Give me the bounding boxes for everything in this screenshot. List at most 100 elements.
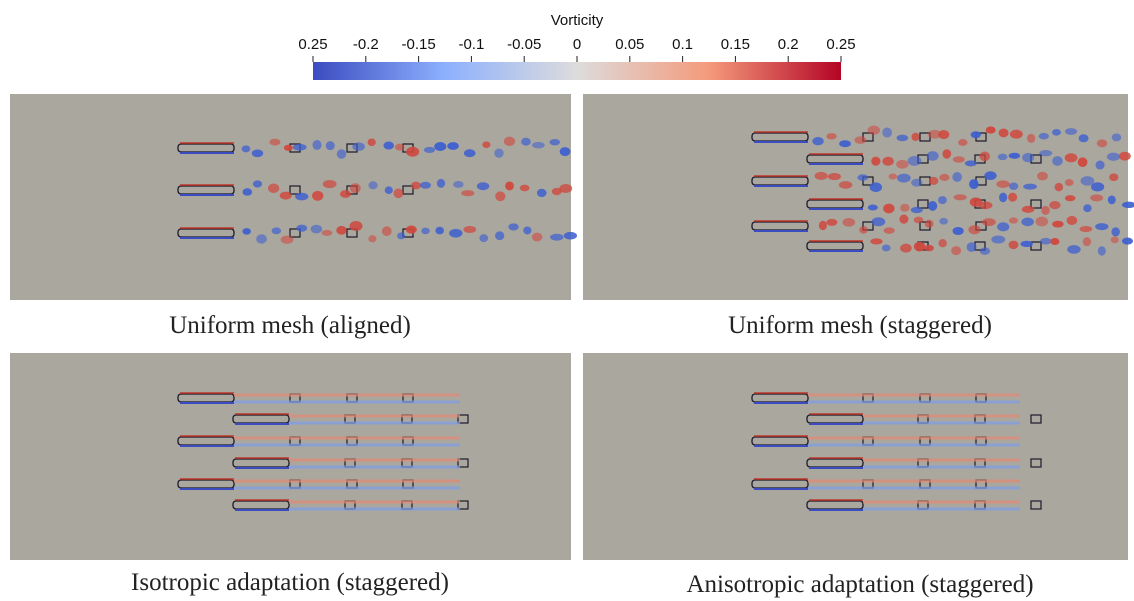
vortex bbox=[385, 186, 393, 194]
colorbar-tick-label: -0.2 bbox=[353, 36, 379, 53]
vortex bbox=[477, 182, 489, 190]
vortex bbox=[1037, 172, 1048, 181]
vortex bbox=[911, 133, 919, 141]
vortex bbox=[395, 144, 405, 151]
vortex bbox=[897, 174, 911, 183]
vortex bbox=[1055, 183, 1064, 192]
vortex bbox=[495, 231, 504, 240]
vortex bbox=[871, 157, 880, 166]
vortex bbox=[1021, 241, 1033, 247]
vortex bbox=[1041, 206, 1050, 215]
vortex bbox=[870, 182, 882, 192]
vortex bbox=[508, 223, 518, 230]
vortex bbox=[1079, 134, 1089, 142]
vortex bbox=[295, 193, 308, 201]
panel-caption: Anisotropic adaptation (staggered) bbox=[686, 571, 1033, 598]
vortex bbox=[925, 220, 934, 228]
vortex bbox=[368, 138, 376, 146]
vortex bbox=[382, 226, 392, 236]
vortex bbox=[911, 207, 923, 213]
vortex bbox=[999, 193, 1007, 203]
vortex bbox=[1009, 153, 1021, 159]
vortex bbox=[1067, 216, 1078, 225]
vortex bbox=[494, 149, 503, 158]
vortex bbox=[842, 218, 855, 227]
vortex bbox=[1097, 139, 1107, 147]
vortex bbox=[897, 135, 909, 141]
vortex bbox=[1035, 217, 1048, 227]
vortex bbox=[929, 177, 938, 185]
panel bbox=[583, 94, 1128, 300]
vortex bbox=[1090, 194, 1103, 201]
vortex bbox=[1109, 173, 1118, 181]
vortex bbox=[882, 128, 892, 138]
vortex bbox=[982, 218, 996, 226]
vortex bbox=[826, 133, 836, 139]
vortex bbox=[1050, 238, 1059, 245]
vortex bbox=[938, 196, 947, 204]
vortex bbox=[1119, 152, 1131, 161]
vortex bbox=[463, 226, 476, 233]
vortex bbox=[958, 139, 967, 146]
vortex bbox=[421, 228, 429, 235]
vortex bbox=[900, 244, 912, 253]
vortex bbox=[938, 130, 949, 139]
vortex bbox=[965, 160, 977, 166]
vortex bbox=[908, 156, 922, 166]
vortex bbox=[1112, 133, 1121, 141]
vortex bbox=[435, 227, 444, 235]
vortex bbox=[868, 125, 880, 134]
vortex bbox=[900, 204, 909, 212]
vortex bbox=[411, 182, 421, 190]
vortex bbox=[1096, 161, 1105, 170]
vortex bbox=[1111, 236, 1119, 243]
colorbar-title: Vorticity bbox=[551, 12, 604, 29]
vortex bbox=[453, 181, 463, 188]
vortex bbox=[523, 226, 531, 234]
vortex bbox=[280, 192, 292, 200]
vortex bbox=[397, 232, 405, 239]
vortex bbox=[815, 172, 828, 180]
vortex bbox=[322, 230, 333, 236]
vortex bbox=[1022, 153, 1034, 162]
vortex bbox=[819, 221, 827, 230]
vortex bbox=[368, 235, 376, 242]
vortex bbox=[938, 239, 946, 247]
vortex bbox=[914, 242, 925, 252]
vortex bbox=[870, 238, 882, 244]
vortex bbox=[420, 182, 431, 189]
vortex bbox=[293, 144, 307, 151]
panel bbox=[10, 353, 571, 560]
vortex bbox=[337, 149, 346, 159]
vortex bbox=[461, 190, 474, 196]
vortex bbox=[1023, 184, 1037, 190]
vortex bbox=[924, 245, 934, 251]
vortex bbox=[1095, 223, 1108, 230]
vortex bbox=[812, 137, 823, 145]
vortex bbox=[312, 191, 323, 201]
vortex bbox=[997, 222, 1009, 231]
vortex bbox=[1009, 183, 1018, 190]
vortex bbox=[1052, 129, 1061, 136]
vortex bbox=[406, 226, 417, 234]
vortex bbox=[928, 201, 937, 211]
vortex bbox=[999, 129, 1009, 138]
vortex bbox=[939, 174, 949, 181]
vortex bbox=[383, 142, 394, 150]
vortex bbox=[242, 145, 251, 152]
vortex bbox=[253, 180, 262, 187]
vortex bbox=[857, 174, 868, 181]
vortex bbox=[256, 234, 267, 243]
vortex bbox=[883, 204, 894, 214]
vortex bbox=[252, 149, 264, 157]
vortex bbox=[979, 152, 990, 162]
vortex bbox=[1052, 156, 1063, 166]
vortex bbox=[1065, 153, 1078, 162]
vortex bbox=[520, 185, 530, 192]
vortex bbox=[313, 140, 322, 150]
vortex bbox=[1009, 217, 1018, 223]
vortex bbox=[1022, 206, 1034, 213]
vortex bbox=[550, 139, 560, 145]
vortex bbox=[1067, 245, 1080, 254]
page: {"colorbar": {"title": "Vorticity", "tic… bbox=[0, 0, 1134, 601]
